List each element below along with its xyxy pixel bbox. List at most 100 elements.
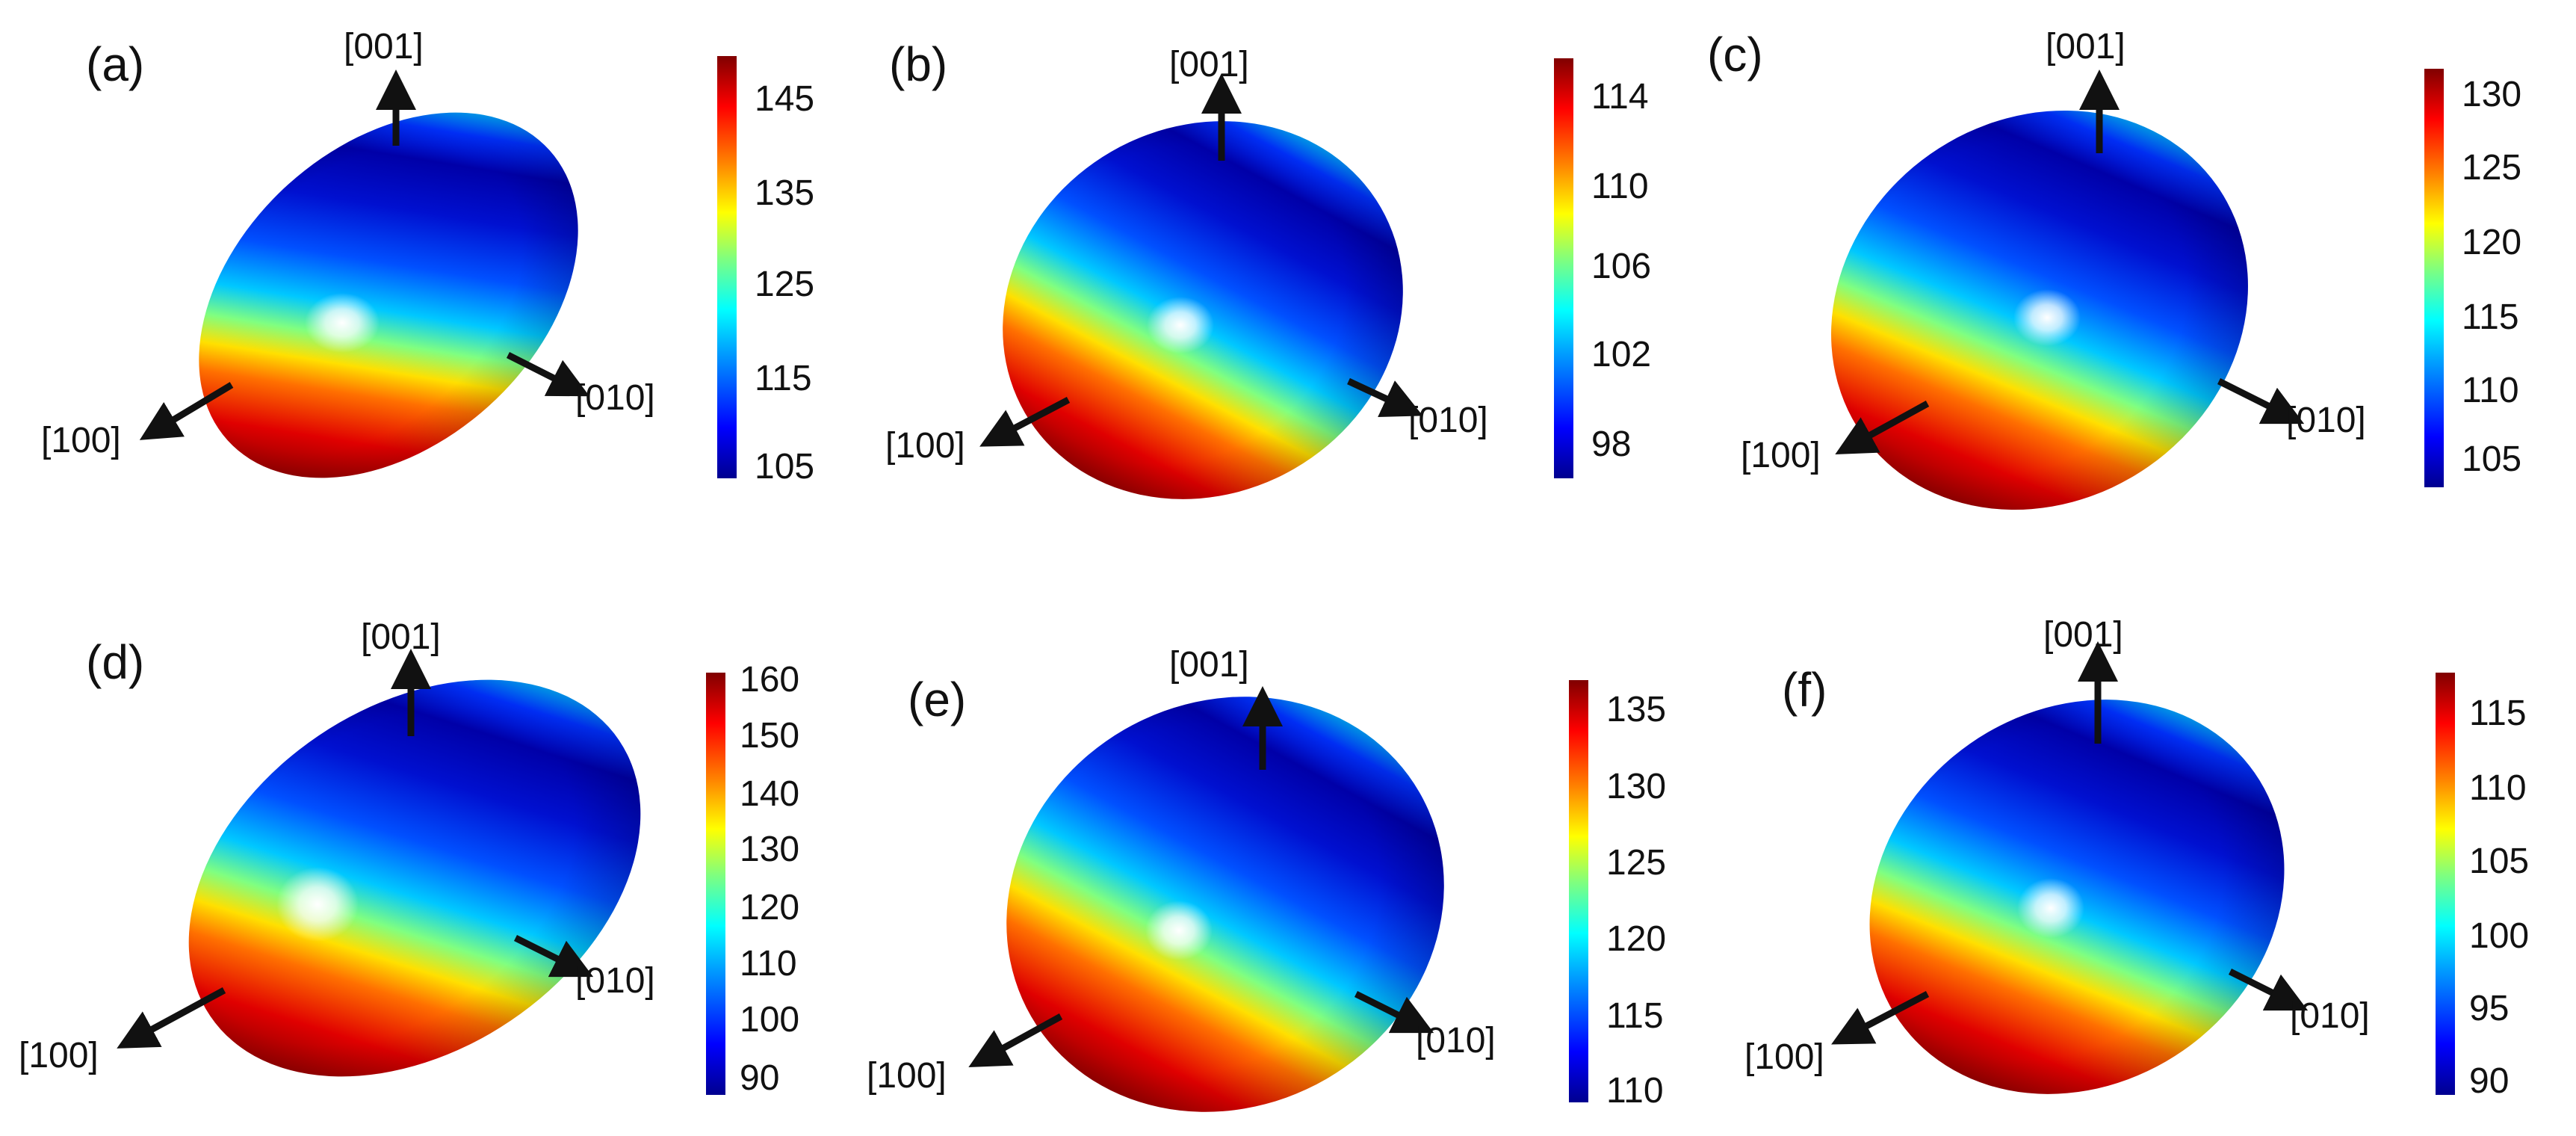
surface-ellipsoid bbox=[1869, 700, 2285, 1094]
highlight bbox=[2013, 289, 2081, 346]
colorbar-gradient bbox=[2424, 69, 2444, 487]
colorbar-tick: 105 bbox=[2462, 439, 2521, 479]
panel-f: (f) [001] [100] [010] 115 110 105 100 95… bbox=[1744, 615, 2529, 1101]
axis-label-010: [010] bbox=[1408, 401, 1488, 440]
axis-label-010: [010] bbox=[575, 378, 655, 418]
axis-label-001: [001] bbox=[1169, 645, 1249, 685]
axis-arrow-100 bbox=[117, 987, 226, 1049]
axis-arrow-100 bbox=[139, 382, 234, 440]
axis-label-100: [100] bbox=[41, 421, 121, 460]
axis-arrow-100 bbox=[979, 397, 1071, 447]
colorbar-tick: 115 bbox=[755, 359, 812, 398]
surface-ellipsoid bbox=[1831, 110, 2248, 510]
colorbar-tick: 110 bbox=[1606, 1071, 1664, 1111]
colorbar-tick: 110 bbox=[1591, 167, 1649, 206]
colorbar-tick: 100 bbox=[2469, 916, 2529, 956]
axis-label-001: [001] bbox=[2046, 27, 2125, 67]
axis-label-100: [100] bbox=[867, 1056, 947, 1096]
axis-label-010: [010] bbox=[2286, 401, 2366, 440]
panel-label: (e) bbox=[908, 673, 966, 726]
axis-arrow-010 bbox=[506, 351, 590, 397]
highlight bbox=[305, 293, 380, 353]
panel-c: (c) [001] [100] [010] 130 125 120 115 11… bbox=[1707, 27, 2521, 510]
colorbar: 145 135 125 115 105 bbox=[717, 56, 814, 487]
colorbar: 135 130 125 120 115 110 bbox=[1569, 680, 1666, 1111]
colorbar-gradient bbox=[1569, 680, 1588, 1102]
axis-label-100: [100] bbox=[1744, 1037, 1824, 1077]
colorbar: 130 125 120 115 110 105 bbox=[2424, 69, 2521, 487]
highlight bbox=[2017, 878, 2084, 938]
colorbar-gradient bbox=[706, 673, 725, 1095]
axis-label-001: [001] bbox=[344, 27, 424, 67]
colorbar-tick: 115 bbox=[1606, 996, 1664, 1036]
colorbar-tick: 105 bbox=[2469, 842, 2529, 881]
colorbar-tick: 110 bbox=[740, 944, 797, 984]
panel-label: (f) bbox=[1782, 663, 1827, 717]
axis-label-010: [010] bbox=[2290, 996, 2370, 1036]
axis-label-010: [010] bbox=[1416, 1021, 1496, 1061]
colorbar-tick: 125 bbox=[2462, 148, 2521, 188]
colorbar-tick: 110 bbox=[2469, 768, 2527, 808]
panel-label: (a) bbox=[86, 37, 144, 91]
axis-arrow-100 bbox=[1835, 401, 1930, 455]
colorbar-tick: 120 bbox=[1606, 919, 1666, 959]
colorbar-tick: 130 bbox=[2462, 75, 2521, 114]
panel-a: (a) [001] [100] [010] 145 135 125 115 10… bbox=[41, 27, 814, 487]
colorbar-tick: 125 bbox=[755, 265, 814, 304]
axis-arrow-100 bbox=[968, 1013, 1063, 1068]
colorbar-tick: 90 bbox=[740, 1058, 779, 1098]
colorbar-tick: 120 bbox=[740, 888, 799, 927]
colorbar-tick: 114 bbox=[1591, 77, 1649, 117]
axis-label-100: [100] bbox=[885, 426, 965, 466]
panel-label: (b) bbox=[889, 37, 947, 91]
panel-d: (d) [001] [100] [010] 160 150 140 130 12… bbox=[19, 617, 799, 1098]
colorbar-tick: 110 bbox=[2462, 371, 2519, 410]
colorbar-gradient bbox=[2436, 673, 2455, 1095]
surface-ellipsoid bbox=[199, 112, 578, 478]
panel-e: (e) [001] [100] [010] 135 130 125 120 11… bbox=[867, 645, 1666, 1112]
axis-label-100: [100] bbox=[19, 1036, 99, 1075]
panel-b: (b) [001] [100] [010] 114 110 106 102 98 bbox=[885, 37, 1651, 499]
surface-ellipsoid bbox=[188, 679, 641, 1077]
colorbar-gradient bbox=[717, 56, 737, 478]
panel-label: (d) bbox=[86, 635, 144, 689]
colorbar-tick: 160 bbox=[740, 660, 799, 700]
panel-label: (c) bbox=[1707, 28, 1763, 81]
colorbar-tick: 140 bbox=[740, 774, 799, 814]
axis-label-001: [001] bbox=[1169, 45, 1249, 84]
colorbar-tick: 102 bbox=[1591, 335, 1651, 374]
axis-arrow-010 bbox=[2217, 377, 2305, 425]
colorbar-tick: 130 bbox=[740, 830, 799, 869]
axis-label-001: [001] bbox=[361, 617, 441, 657]
colorbar-tick: 125 bbox=[1606, 843, 1666, 883]
axis-label-100: [100] bbox=[1741, 436, 1821, 475]
highlight bbox=[1147, 297, 1214, 354]
colorbar-tick: 130 bbox=[1606, 767, 1666, 806]
highlight bbox=[1145, 901, 1213, 960]
colorbar-tick: 135 bbox=[755, 173, 814, 213]
axis-arrow-010 bbox=[1354, 990, 1434, 1034]
highlight bbox=[276, 867, 359, 942]
axis-label-001: [001] bbox=[2043, 615, 2123, 655]
colorbar: 160 150 140 130 120 110 100 90 bbox=[706, 660, 799, 1098]
colorbar: 115 110 105 100 95 90 bbox=[2436, 673, 2529, 1101]
colorbar-tick: 135 bbox=[1606, 690, 1666, 729]
colorbar-tick: 106 bbox=[1591, 247, 1651, 286]
colorbar: 114 110 106 102 98 bbox=[1554, 58, 1651, 478]
axis-arrow-010 bbox=[2228, 968, 2309, 1011]
axis-arrow-010 bbox=[513, 934, 594, 978]
surface-ellipsoid bbox=[1003, 121, 1403, 499]
surface-ellipsoid bbox=[1006, 697, 1444, 1112]
axis-arrow-100 bbox=[1831, 991, 1930, 1045]
colorbar-tick: 100 bbox=[740, 1000, 799, 1040]
colorbar-gradient bbox=[1554, 58, 1573, 478]
colorbar-tick: 115 bbox=[2462, 297, 2519, 337]
colorbar-tick: 98 bbox=[1591, 425, 1631, 464]
colorbar-tick: 105 bbox=[755, 447, 814, 487]
colorbar-tick: 95 bbox=[2469, 989, 2509, 1028]
colorbar-tick: 90 bbox=[2469, 1061, 2509, 1101]
colorbar-tick: 120 bbox=[2462, 223, 2521, 262]
axis-arrow-010 bbox=[1347, 377, 1423, 418]
colorbar-tick: 145 bbox=[755, 79, 814, 119]
